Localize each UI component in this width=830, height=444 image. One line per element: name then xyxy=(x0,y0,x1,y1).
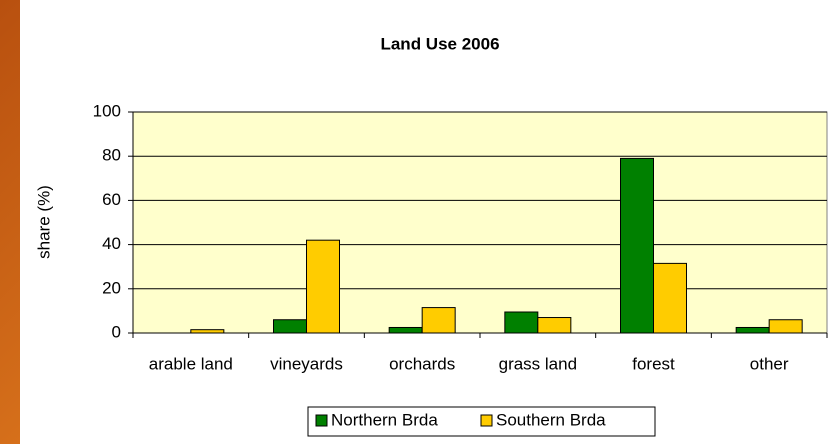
bar xyxy=(306,239,340,334)
bar xyxy=(768,319,803,334)
legend-label: Northern Brda xyxy=(331,410,438,429)
x-tick-label: orchards xyxy=(389,354,455,373)
y-tick-label: 60 xyxy=(102,190,121,209)
plot-area xyxy=(132,111,828,334)
x-tick-label: grass land xyxy=(499,354,577,373)
legend-label: Southern Brda xyxy=(496,410,606,429)
bar xyxy=(537,317,572,334)
bar xyxy=(273,319,307,334)
y-tick-label: 40 xyxy=(102,234,121,253)
y-tick-label: 80 xyxy=(102,146,121,165)
bar xyxy=(421,307,456,334)
y-tick-label: 20 xyxy=(102,278,121,297)
chart-title: Land Use 2006 xyxy=(380,34,499,53)
bar xyxy=(653,262,687,334)
x-tick-label: arable land xyxy=(149,354,233,373)
bar xyxy=(504,311,539,334)
bar xyxy=(620,157,654,334)
y-tick-label: 0 xyxy=(112,322,121,341)
x-tick-label: vineyards xyxy=(270,354,343,373)
y-tick-label: 100 xyxy=(93,101,121,120)
legend-swatch xyxy=(315,414,328,427)
x-tick-label: forest xyxy=(632,354,675,373)
bar xyxy=(388,326,423,334)
legend-swatch xyxy=(480,414,493,427)
bar xyxy=(735,326,770,334)
y-axis-label: share (%) xyxy=(34,185,53,259)
x-tick-label: other xyxy=(750,354,789,373)
